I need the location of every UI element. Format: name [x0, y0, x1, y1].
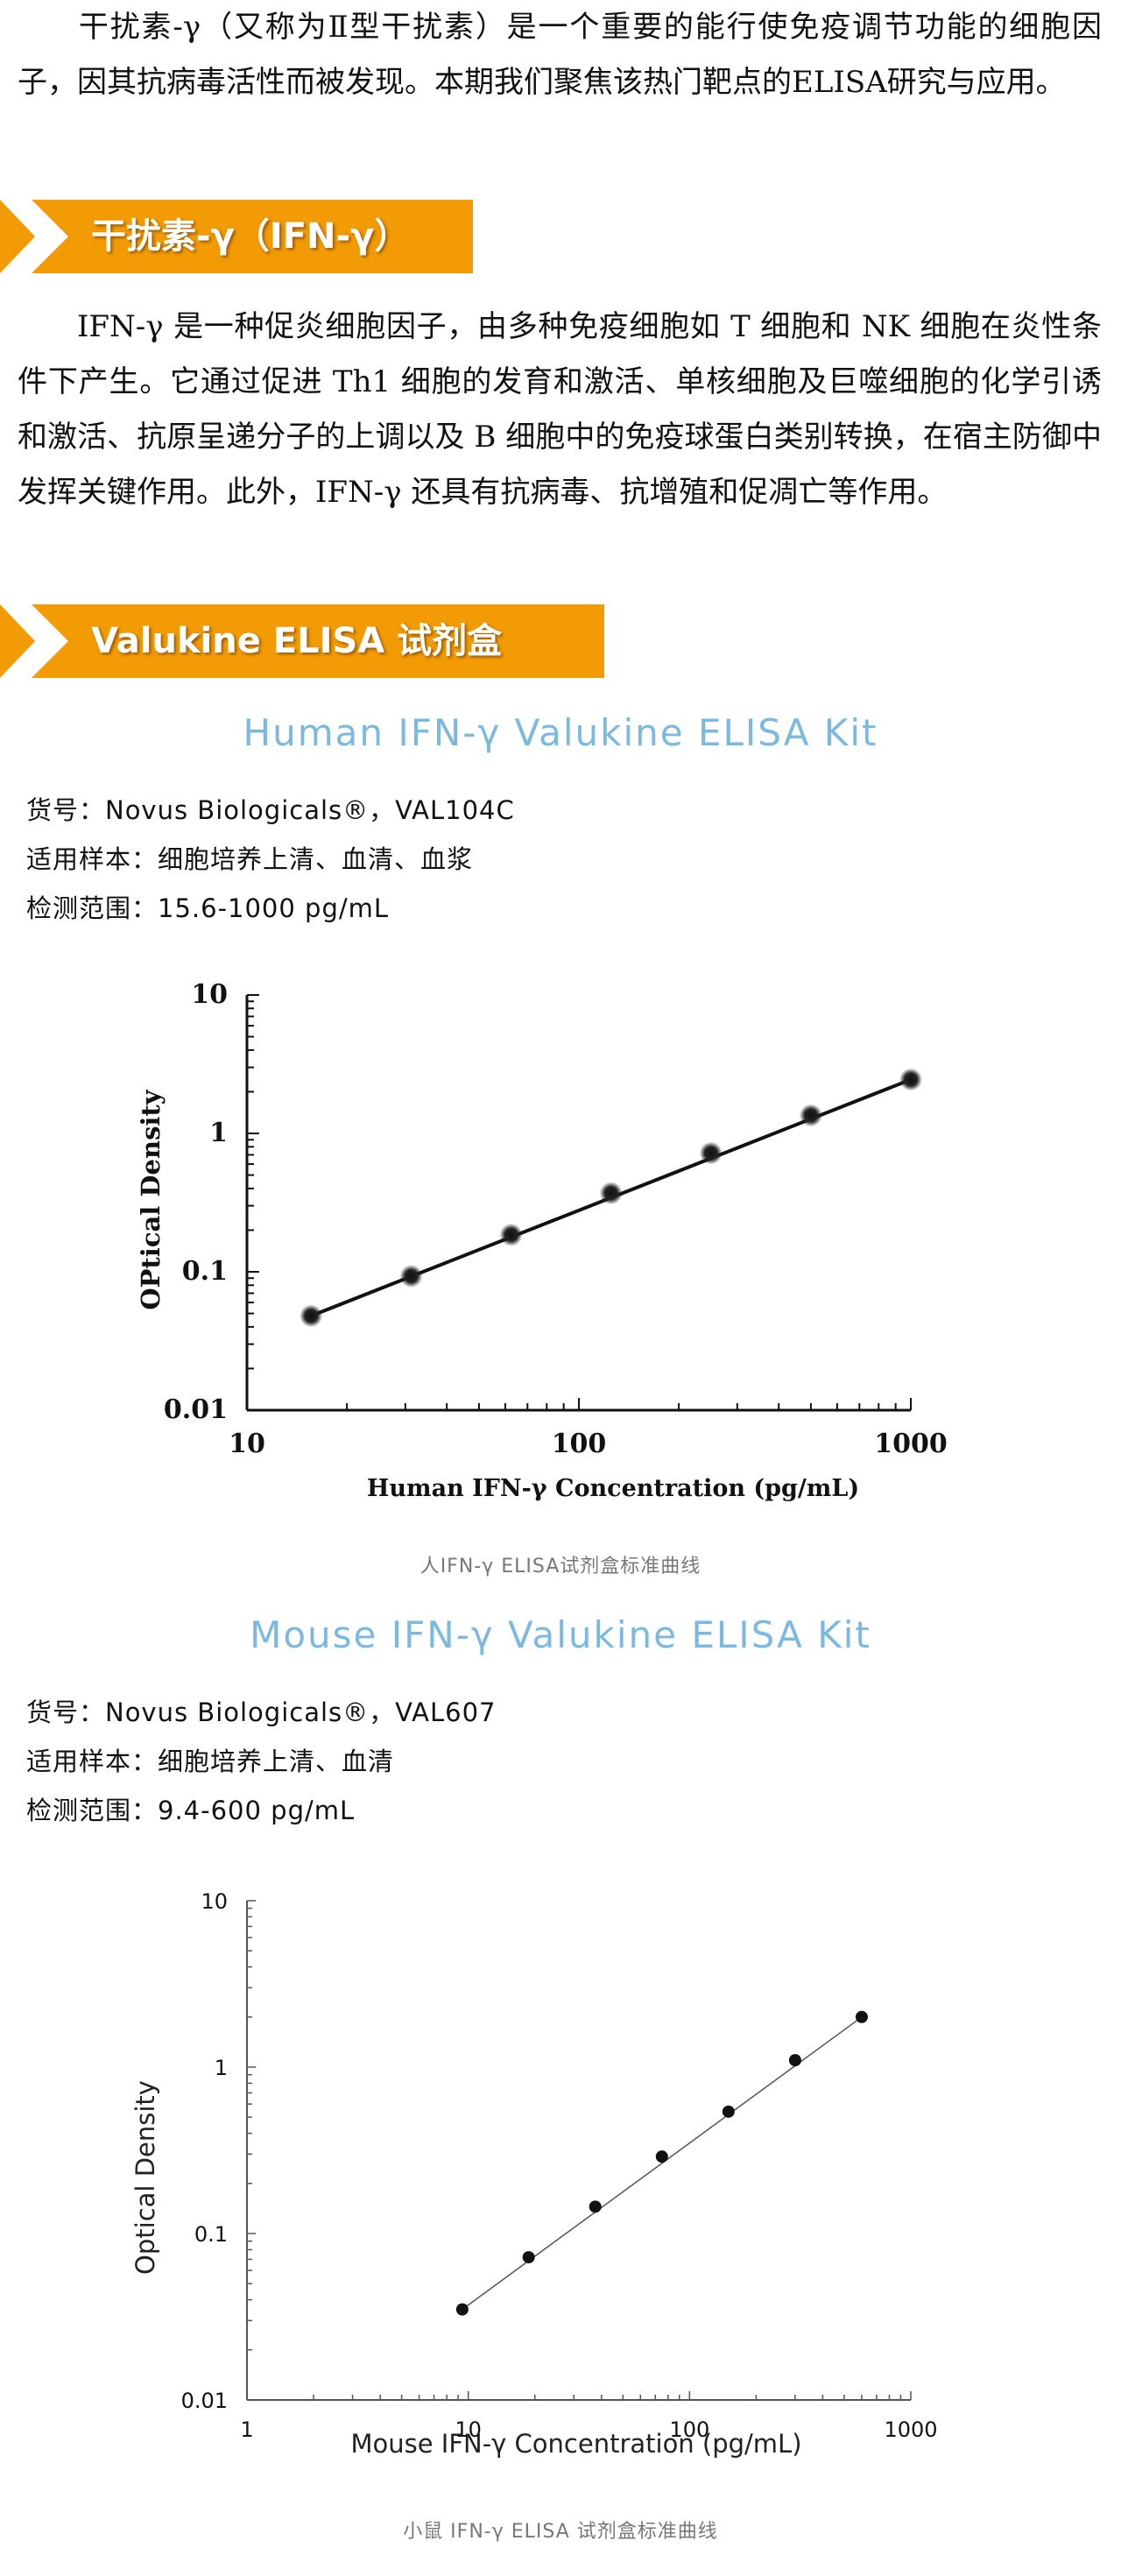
- y-tick-label: 0.1: [182, 1256, 228, 1287]
- y-tick-label: 1: [215, 2056, 228, 2080]
- data-point: [455, 2303, 469, 2316]
- mouse-chart-caption: 小鼠 IFN-γ ELISA 试剂盒标准曲线: [403, 2521, 718, 2543]
- mouse-kit-range: 检测范围：9.4-600 pg/mL: [26, 1796, 356, 1825]
- x-tick-label: 1000: [884, 2417, 937, 2442]
- y-tick-label: 1: [209, 1118, 228, 1148]
- x-axis-label: Human IFN-γ Concentration (pg/mL): [367, 1475, 859, 1502]
- human-kit-catalog: 货号：Novus Biologicals®，VAL104C: [26, 795, 515, 825]
- data-point: [589, 2200, 602, 2213]
- data-point: [655, 2150, 668, 2163]
- chevron-arrow-icon: [0, 200, 35, 273]
- data-point: [399, 1264, 423, 1288]
- heading-bar: [32, 604, 604, 678]
- data-point: [855, 2010, 868, 2023]
- y-tick-label: 10: [191, 979, 228, 1010]
- mouse-kit-title: Mouse IFN-γ Valukine ELISA Kit: [250, 1613, 871, 1656]
- x-tick-label: 100: [669, 2417, 709, 2442]
- heading-bar: [32, 200, 473, 273]
- intro-text: 干扰素-γ（又称为Ⅱ型干扰素）是一个重要的能行使免疫调节功能的细胞因子，因其抗病…: [18, 10, 1102, 100]
- y-tick-label: 0.01: [164, 1394, 228, 1425]
- x-tick-label: 1000: [874, 1429, 948, 1459]
- intro-paragraph: 干扰素-γ（又称为Ⅱ型干扰素）是一个重要的能行使免疫调节功能的细胞因子，因其抗病…: [18, 0, 1102, 110]
- human-kit-title: Human IFN-γ Valukine ELISA Kit: [243, 711, 878, 754]
- x-axis-label: Mouse IFN-γ Concentration (pg/mL): [350, 2429, 801, 2459]
- y-tick-label: 0.01: [181, 2389, 228, 2413]
- data-point: [799, 1104, 822, 1127]
- human-kit-range: 检测范围：15.6-1000 pg/mL: [26, 893, 390, 923]
- ifn-gamma-paragraph: IFN-γ 是一种促炎细胞因子，由多种免疫细胞如 T 细胞和 NK 细胞在炎性条…: [18, 300, 1102, 520]
- data-point: [699, 1141, 723, 1165]
- x-tick-label: 10: [229, 1429, 265, 1459]
- data-point: [722, 2105, 735, 2118]
- data-point: [300, 1304, 323, 1328]
- ifn-gamma-text: IFN-γ 是一种促炎细胞因子，由多种免疫细胞如 T 细胞和 NK 细胞在炎性条…: [18, 309, 1102, 510]
- x-tick-label: 10: [455, 2417, 482, 2442]
- heading-text: Valukine ELISA 试剂盒: [91, 621, 503, 661]
- x-tick-label: 100: [552, 1429, 607, 1459]
- data-point: [599, 1182, 623, 1205]
- y-tick-label: 10: [201, 1889, 228, 1914]
- x-tick-label: 1: [240, 2417, 253, 2442]
- heading-text: 干扰素-γ（IFN-γ）: [91, 216, 410, 257]
- mouse-kit-samples: 适用样本：细胞培养上清、血清: [26, 1747, 395, 1776]
- fit-line: [462, 2016, 863, 2311]
- y-axis-label: Optical Density: [130, 2080, 160, 2275]
- human-chart-caption: 人IFN-γ ELISA试剂盒标准曲线: [419, 1556, 702, 1577]
- mouse-kit-catalog: 货号：Novus Biologicals®，VAL607: [26, 1697, 497, 1727]
- data-point: [899, 1068, 922, 1091]
- section-heading-ifn-gamma: 干扰素-γ（IFN-γ）: [0, 200, 473, 273]
- data-point: [499, 1223, 523, 1246]
- human-standard-curve-chart: OPtical Density Human IFN-γ Concentratio…: [136, 979, 948, 1502]
- mouse-standard-curve-chart: Optical Density Mouse IFN-γ Concentratio…: [130, 1889, 938, 2459]
- data-point: [788, 2054, 801, 2067]
- y-axis-label: OPtical Density: [136, 1089, 166, 1309]
- section-heading-valukine: Valukine ELISA 试剂盒: [0, 604, 604, 678]
- human-kit-samples: 适用样本：细胞培养上清、血清、血浆: [26, 844, 474, 874]
- chevron-arrow-icon: [0, 604, 35, 678]
- data-point: [522, 2251, 535, 2264]
- y-tick-label: 0.1: [194, 2222, 228, 2247]
